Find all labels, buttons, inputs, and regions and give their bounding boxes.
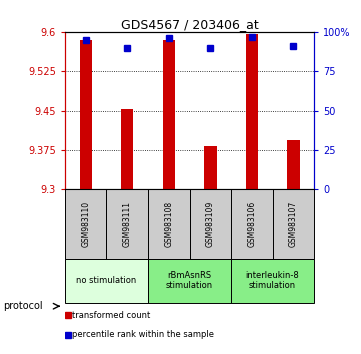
Text: GSM983111: GSM983111 <box>123 201 132 247</box>
Bar <box>190 189 231 259</box>
Bar <box>121 109 134 189</box>
Bar <box>79 40 92 189</box>
Text: percentile rank within the sample: percentile rank within the sample <box>73 330 214 339</box>
Bar <box>231 259 314 303</box>
Text: GSM983110: GSM983110 <box>81 201 90 247</box>
Text: no stimulation: no stimulation <box>77 276 136 285</box>
Bar <box>287 139 300 189</box>
Text: protocol: protocol <box>4 301 43 311</box>
Bar <box>162 40 175 189</box>
Bar <box>204 146 217 189</box>
Text: rBmAsnRS
stimulation: rBmAsnRS stimulation <box>166 271 213 291</box>
Text: GSM983106: GSM983106 <box>247 201 256 247</box>
Bar <box>245 34 258 189</box>
Text: transformed count: transformed count <box>73 311 151 320</box>
Text: GSM983109: GSM983109 <box>206 201 215 247</box>
Bar <box>65 259 148 303</box>
Text: interleukin-8
stimulation: interleukin-8 stimulation <box>246 271 299 291</box>
Title: GDS4567 / 203406_at: GDS4567 / 203406_at <box>121 18 258 31</box>
Bar <box>65 189 106 259</box>
Bar <box>106 189 148 259</box>
Bar <box>231 189 273 259</box>
Text: GSM983107: GSM983107 <box>289 201 298 247</box>
Text: GSM983108: GSM983108 <box>164 201 173 247</box>
Bar <box>148 189 190 259</box>
Bar <box>148 259 231 303</box>
Bar <box>273 189 314 259</box>
